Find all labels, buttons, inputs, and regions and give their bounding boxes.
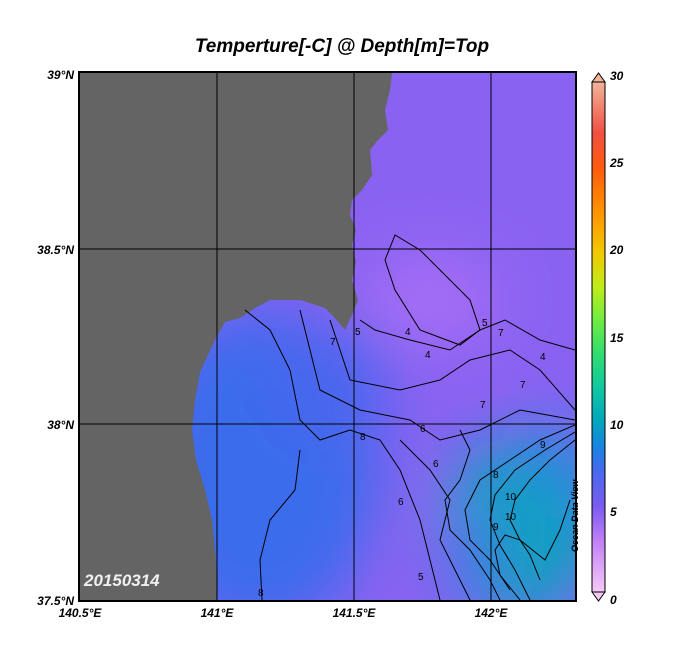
lon-tick: 142°E [474, 606, 508, 620]
lat-tick: 38°N [47, 418, 74, 432]
svg-text:9: 9 [493, 522, 499, 533]
colorbar-min-arrow [591, 591, 606, 602]
map-frame [78, 71, 577, 602]
watermark: Ocean Data View [570, 479, 580, 552]
svg-text:5: 5 [418, 572, 424, 583]
svg-text:7: 7 [498, 328, 504, 339]
land [80, 73, 392, 600]
svg-text:8: 8 [258, 588, 264, 599]
lat-tick: 39°N [47, 68, 74, 82]
svg-text:6: 6 [398, 497, 404, 508]
colorbar [591, 81, 606, 593]
lon-tick: 141°E [200, 606, 234, 620]
contour-labels: 4 4 4 5 5 5 6 6 6 7 7 7 7 8 8 8 9 9 10 1… [258, 318, 546, 599]
svg-text:8: 8 [493, 470, 499, 481]
lat-tick: 38.5°N [37, 243, 74, 257]
svg-text:5: 5 [482, 318, 488, 329]
svg-text:5: 5 [355, 327, 361, 338]
svg-text:7: 7 [330, 337, 336, 348]
svg-text:6: 6 [433, 459, 439, 470]
date-stamp: 20150314 [84, 571, 160, 590]
temperature-field [140, 255, 575, 600]
svg-text:7: 7 [520, 380, 526, 391]
graticule [80, 73, 575, 600]
colorbar-tick: 30 [610, 69, 624, 83]
colorbar-tick: 10 [610, 418, 624, 432]
lon-tick: 140.5°E [58, 606, 102, 620]
colorbar-tick: 25 [610, 156, 624, 170]
colorbar-tick: 20 [610, 243, 624, 257]
colorbar-max-arrow [591, 72, 606, 83]
svg-text:10: 10 [505, 512, 517, 523]
colorbar-tick: 0 [610, 593, 617, 607]
lon-tick: 141.5°E [332, 606, 376, 620]
svg-text:7: 7 [480, 400, 486, 411]
svg-text:4: 4 [540, 352, 546, 363]
lat-tick: 37.5°N [37, 594, 74, 608]
svg-text:4: 4 [425, 350, 431, 361]
svg-text:6: 6 [420, 424, 426, 435]
svg-text:4: 4 [405, 327, 411, 338]
map-title: Temperture[-C] @ Depth[m]=Top [194, 36, 490, 57]
colorbar-tick: 15 [610, 331, 624, 345]
svg-text:9: 9 [540, 440, 546, 451]
map-plot-area: 4 4 4 5 5 5 6 6 6 7 7 7 7 8 8 8 9 9 10 1… [80, 73, 575, 600]
contour-lines [244, 234, 575, 600]
colorbar-tick: 5 [610, 505, 617, 519]
svg-text:10: 10 [505, 492, 517, 503]
svg-text:8: 8 [360, 432, 366, 443]
